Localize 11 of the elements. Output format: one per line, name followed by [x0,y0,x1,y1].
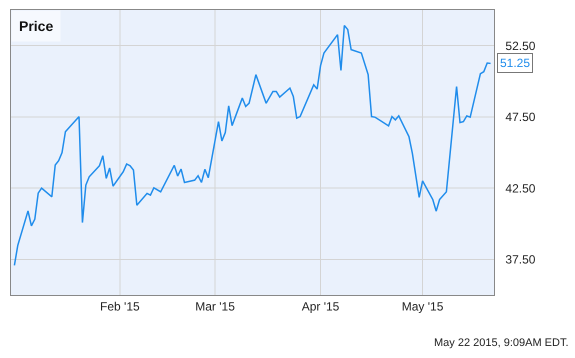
x-tick-label: May '15 [402,299,444,314]
annotation: 51.25 [500,56,530,70]
text: Price [19,18,54,34]
x-tick-label: Mar '15 [195,299,236,314]
x-tick-label: Apr '15 [302,299,340,314]
y-tick-label: 37.50 [505,252,536,267]
text: May 22 2015, 9:09AM EDT. [434,337,569,349]
x-tick-label: Feb '15 [100,299,140,314]
y-tick-label: 42.50 [505,181,536,196]
y-tick-label: 52.50 [505,38,536,53]
y-tick-label: 47.50 [505,110,536,124]
